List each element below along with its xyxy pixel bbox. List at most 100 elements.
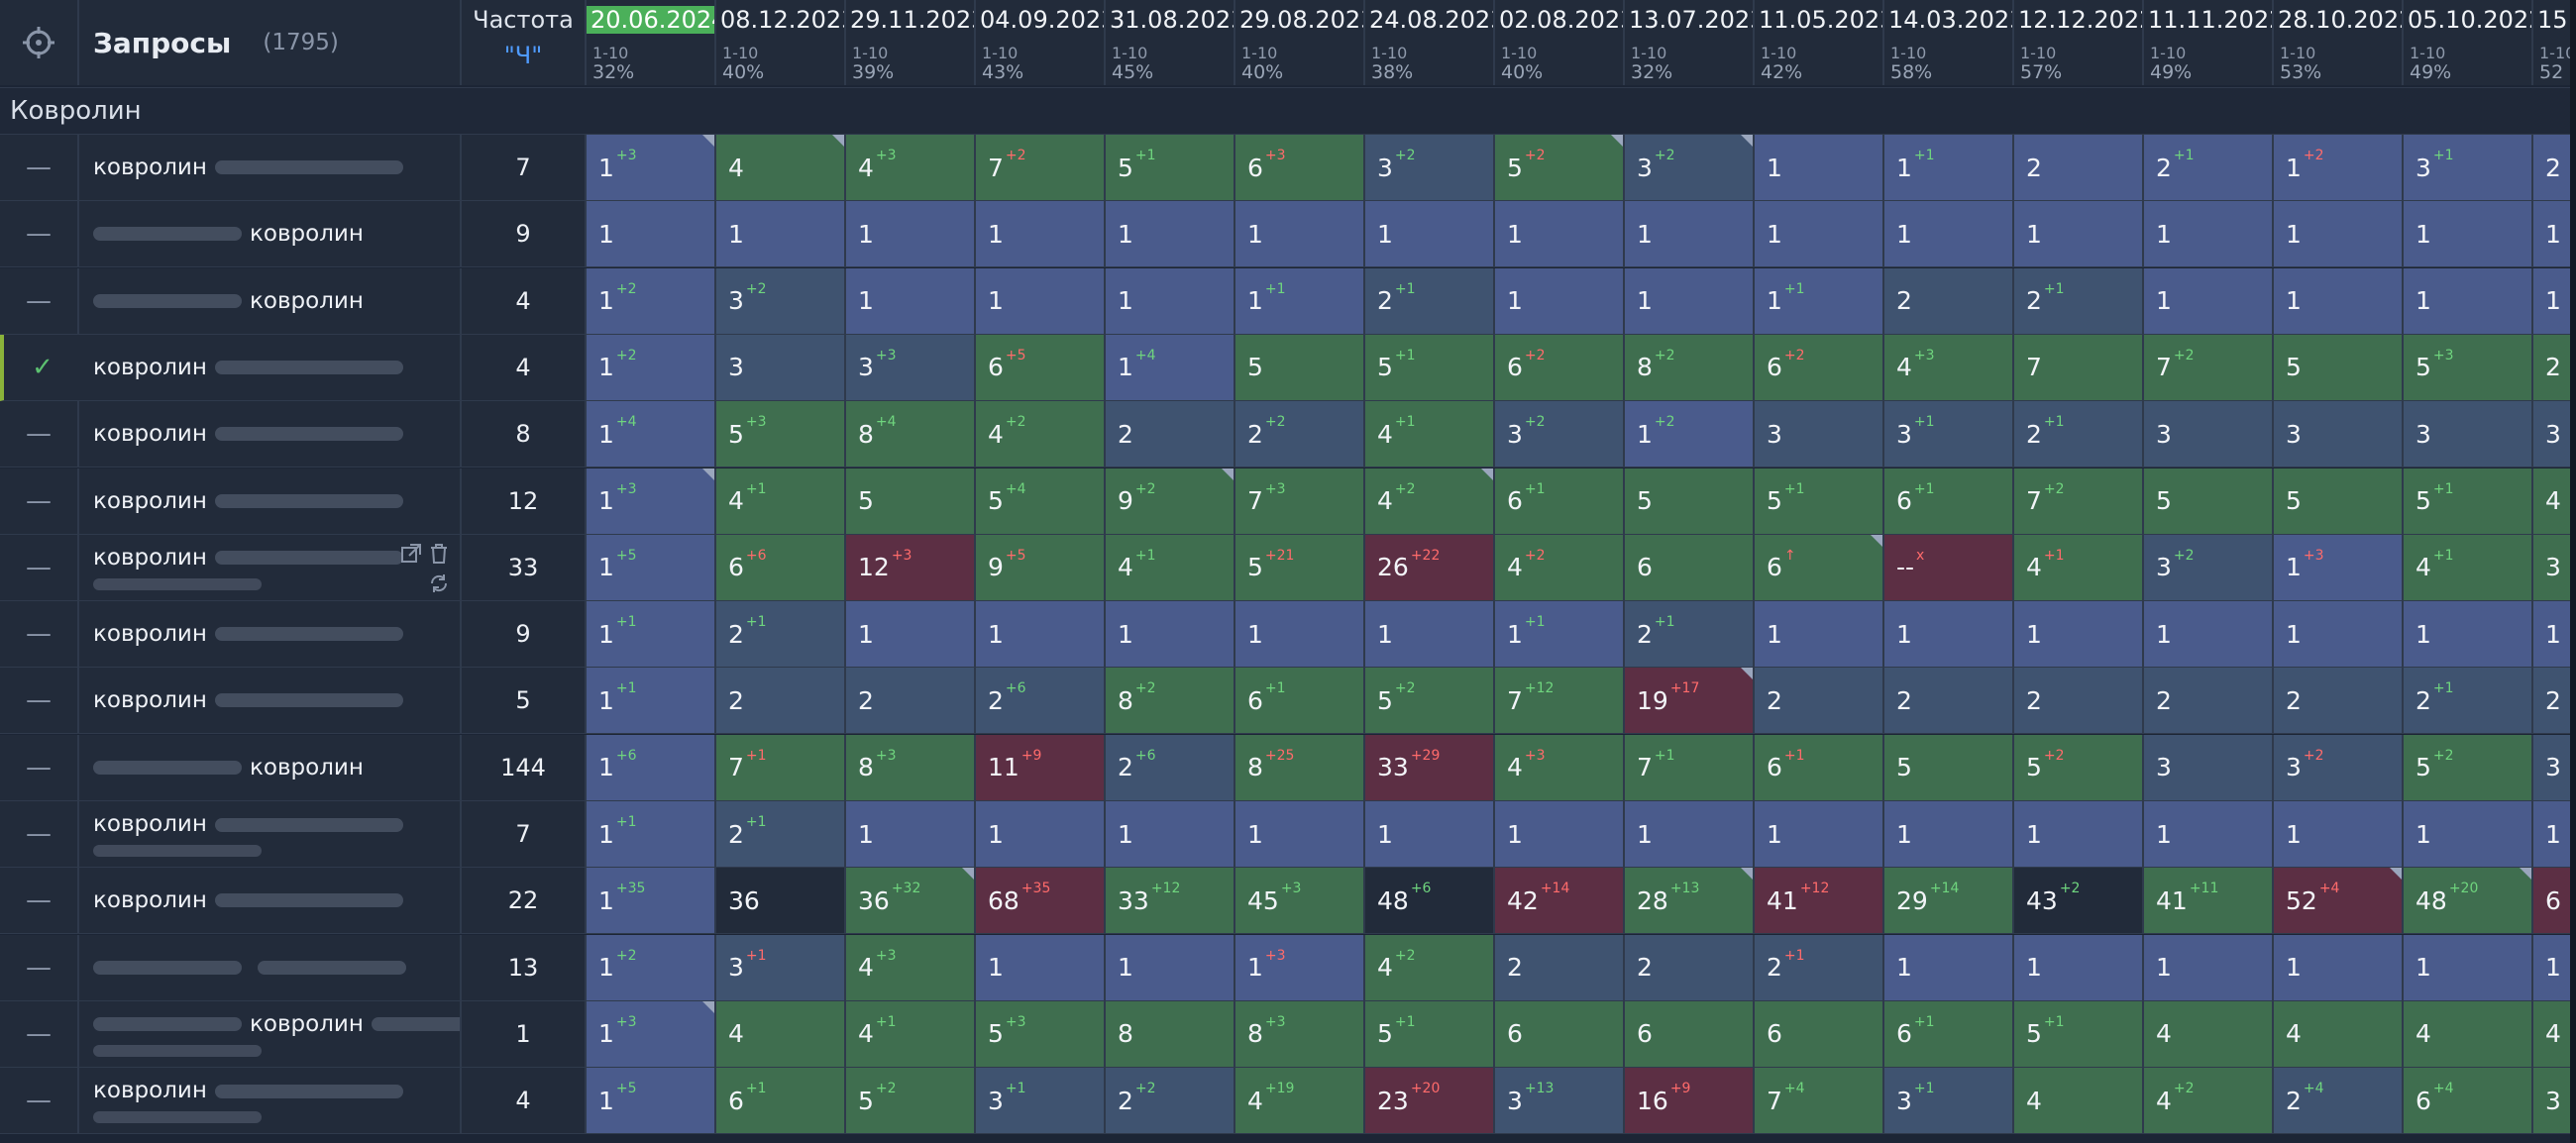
position-cell[interactable]: 3 [2533, 534, 2576, 601]
position-cell[interactable]: 8 +4 [846, 401, 976, 468]
position-cell[interactable]: 41 +12 [1755, 868, 1884, 935]
position-cell[interactable]: 4 +3 [1884, 334, 2014, 401]
position-cell[interactable]: 4 +2 [976, 401, 1106, 468]
position-cell[interactable]: 1 [1106, 601, 1235, 669]
position-cell[interactable]: 1 +1 [587, 601, 716, 669]
keyword-cell[interactable]: ковролин [79, 801, 462, 868]
date-column-header[interactable]: 14.03.2023 1-10 58% [1884, 0, 2014, 85]
position-cell[interactable]: 1 [2404, 201, 2533, 268]
position-cell[interactable]: 1 +5 [587, 534, 716, 601]
position-cell[interactable]: 1 [2274, 934, 2404, 1001]
position-cell[interactable]: 3 [716, 334, 846, 401]
position-cell[interactable]: 6 [1755, 1000, 1884, 1068]
keyword-cell[interactable]: ковролин [79, 534, 462, 601]
position-cell[interactable]: 4 +19 [1235, 1068, 1365, 1135]
position-cell[interactable]: 5 +1 [1755, 468, 1884, 535]
keyword-cell[interactable]: ковролин [79, 601, 462, 669]
position-cell[interactable]: 1 [2144, 934, 2274, 1001]
position-cell[interactable]: 1 [2274, 801, 2404, 868]
position-cell[interactable]: 2 [2014, 135, 2144, 201]
date-column-header[interactable]: 12.12.2022 1-10 57% [2014, 0, 2144, 85]
position-cell[interactable]: 3 [1755, 401, 1884, 468]
position-cell[interactable]: 6 +1 [1884, 468, 2014, 535]
position-cell[interactable]: 33 +12 [1106, 868, 1235, 935]
position-cell[interactable]: 3 +2 [1495, 401, 1625, 468]
position-cell[interactable]: 3 +2 [1365, 135, 1495, 201]
date-column-header[interactable]: 28.10.2022 1-10 53% [2274, 0, 2404, 85]
position-cell[interactable]: 1 +3 [2274, 534, 2404, 601]
keyword-cell[interactable]: ковролин [79, 401, 462, 468]
position-cell[interactable]: 1 [2144, 801, 2274, 868]
position-cell[interactable]: 2 [2144, 668, 2274, 735]
position-cell[interactable]: 6 +2 [1755, 334, 1884, 401]
position-cell[interactable]: 4 +1 [1365, 401, 1495, 468]
position-cell[interactable]: 5 [846, 468, 976, 535]
row-toggle-icon[interactable]: — [0, 267, 79, 335]
position-cell[interactable]: 1 [2014, 601, 2144, 669]
position-cell[interactable]: 1 [976, 601, 1106, 669]
position-cell[interactable]: 3 +2 [2144, 534, 2274, 601]
position-cell[interactable]: 1 [1495, 201, 1625, 268]
position-cell[interactable]: 43 +2 [2014, 868, 2144, 935]
position-cell[interactable]: 2 [1625, 934, 1755, 1001]
position-cell[interactable]: 1 +1 [1755, 267, 1884, 335]
row-toggle-icon[interactable]: — [0, 801, 79, 868]
position-cell[interactable]: 33 +29 [1365, 734, 1495, 801]
position-cell[interactable]: 1 +4 [1106, 334, 1235, 401]
position-cell[interactable]: 6 [1625, 534, 1755, 601]
position-cell[interactable]: 5 +2 [846, 1068, 976, 1135]
position-cell[interactable]: 29 +14 [1884, 868, 2014, 935]
position-cell[interactable]: 12 +3 [846, 534, 976, 601]
position-cell[interactable]: 8 +2 [1106, 668, 1235, 735]
position-cell[interactable]: 3 +2 [2274, 734, 2404, 801]
position-cell[interactable]: 1 +1 [1235, 267, 1365, 335]
position-cell[interactable]: 2 [1884, 267, 2014, 335]
checked-icon[interactable]: ✓ [0, 334, 83, 401]
position-cell[interactable]: 6 [1495, 1000, 1625, 1068]
position-cell[interactable]: 5 +4 [976, 468, 1106, 535]
date-column-header[interactable]: 20.06.2024 1-10 32% [587, 0, 716, 85]
position-cell[interactable]: 1 [1365, 601, 1495, 669]
position-cell[interactable]: 4 +1 [846, 1000, 976, 1068]
position-cell[interactable]: 1 [1365, 801, 1495, 868]
position-cell[interactable]: 2 [1755, 668, 1884, 735]
position-cell[interactable]: 5 +1 [1106, 135, 1235, 201]
date-column-header[interactable]: 24.08.2023 1-10 38% [1365, 0, 1495, 85]
position-cell[interactable]: 1 [1235, 801, 1365, 868]
position-cell[interactable]: 3 [2533, 1068, 2576, 1135]
position-cell[interactable]: 6 +1 [1235, 668, 1365, 735]
position-cell[interactable]: 4 +3 [846, 135, 976, 201]
position-cell[interactable]: 1 [1625, 267, 1755, 335]
position-cell[interactable]: 2 +2 [1235, 401, 1365, 468]
keyword-cell[interactable]: ковролин [79, 468, 462, 535]
position-cell[interactable]: 1 +1 [587, 668, 716, 735]
row-toggle-icon[interactable]: — [0, 668, 79, 735]
position-cell[interactable]: 5 +2 [1495, 135, 1625, 201]
position-cell[interactable]: 4 +2 [2144, 1068, 2274, 1135]
position-cell[interactable]: 1 [2274, 267, 2404, 335]
external-link-icon[interactable] [400, 543, 422, 565]
position-cell[interactable]: 2 [2533, 135, 2576, 201]
position-cell[interactable]: 2 +1 [1365, 267, 1495, 335]
position-cell[interactable]: 3 +1 [716, 934, 846, 1001]
position-cell[interactable]: 8 +25 [1235, 734, 1365, 801]
position-cell[interactable]: 1 [2533, 267, 2576, 335]
position-cell[interactable]: 1 +2 [587, 334, 716, 401]
keyword-cell[interactable]: ковролин [79, 1068, 462, 1135]
position-cell[interactable]: 4 +2 [1365, 468, 1495, 535]
position-cell[interactable]: 2 [846, 668, 976, 735]
position-cell[interactable]: 11 +9 [976, 734, 1106, 801]
position-cell[interactable]: 4 +3 [846, 934, 976, 1001]
position-cell[interactable]: 5 +1 [1365, 1000, 1495, 1068]
position-cell[interactable]: 45 +3 [1235, 868, 1365, 935]
position-cell[interactable]: 1 +35 [587, 868, 716, 935]
queries-header[interactable]: Запросы (1795) [79, 0, 462, 85]
position-cell[interactable]: 1 [2144, 201, 2274, 268]
position-cell[interactable]: 5 [2144, 468, 2274, 535]
frequency-header[interactable]: Частота "Ч" [462, 0, 587, 85]
position-cell[interactable]: 1 [2533, 601, 2576, 669]
position-cell[interactable]: 2 [1106, 401, 1235, 468]
target-icon[interactable] [0, 0, 79, 85]
position-cell[interactable]: 5 [1884, 734, 2014, 801]
position-cell[interactable]: 6 +1 [1755, 734, 1884, 801]
